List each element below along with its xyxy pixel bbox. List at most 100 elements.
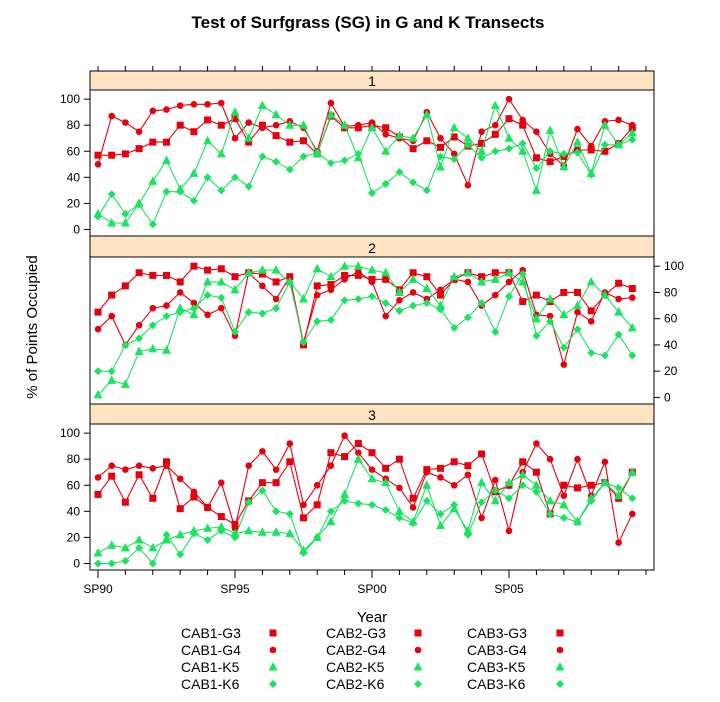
- data-point: [108, 291, 116, 299]
- data-point: [368, 449, 376, 457]
- data-point: [313, 282, 321, 290]
- data-point: [492, 121, 499, 129]
- data-point: [490, 495, 500, 505]
- data-point: [94, 151, 102, 159]
- data-point: [627, 128, 637, 137]
- x-axis-label: Year: [357, 609, 387, 626]
- data-point: [218, 99, 225, 107]
- data-point: [107, 217, 117, 227]
- data-point: [217, 526, 226, 535]
- data-point: [231, 134, 239, 142]
- data-point: [450, 481, 458, 489]
- data-point: [408, 133, 418, 142]
- data-point: [381, 267, 391, 277]
- data-point: [628, 135, 637, 144]
- data-point: [300, 137, 307, 145]
- data-point: [409, 145, 417, 153]
- y-tick-label: 60: [67, 144, 81, 158]
- data-point: [163, 138, 170, 146]
- panel-strip-label: 2: [368, 240, 376, 256]
- data-point: [108, 151, 116, 159]
- data-point: [257, 100, 267, 110]
- data-point: [230, 284, 240, 294]
- data-point: [189, 529, 198, 538]
- data-point: [504, 133, 514, 142]
- data-point: [395, 168, 404, 177]
- data-point: [286, 138, 294, 146]
- data-point: [149, 465, 157, 472]
- data-point: [272, 132, 280, 140]
- y-axis-label: % of Points Occupied: [24, 255, 41, 398]
- data-point: [245, 462, 252, 470]
- data-point: [396, 484, 403, 492]
- data-point: [381, 179, 390, 188]
- data-point: [381, 477, 391, 487]
- data-point: [162, 187, 171, 196]
- data-point: [149, 107, 157, 115]
- data-point: [463, 267, 473, 277]
- data-point: [450, 500, 459, 509]
- data-point: [257, 527, 267, 536]
- data-point: [478, 128, 485, 136]
- data-point: [230, 528, 240, 537]
- data-point: [107, 375, 117, 384]
- data-point: [628, 351, 637, 360]
- data-point: [519, 458, 527, 466]
- data-point: [573, 137, 582, 146]
- data-point: [326, 316, 335, 324]
- data-point: [134, 346, 144, 355]
- data-point: [437, 474, 444, 481]
- data-point: [203, 523, 213, 532]
- data-point: [422, 480, 432, 489]
- data-point: [491, 327, 500, 336]
- data-point: [285, 165, 294, 174]
- data-point: [231, 115, 239, 123]
- data-point: [176, 475, 184, 483]
- data-point: [340, 496, 349, 505]
- data-point: [340, 156, 349, 165]
- data-point: [135, 543, 144, 552]
- data-point: [149, 494, 157, 502]
- legend-label: CAB3-G3: [467, 625, 527, 641]
- data-point: [189, 168, 199, 177]
- data-point: [436, 305, 445, 314]
- data-point: [478, 450, 486, 458]
- data-point: [587, 496, 596, 505]
- legend-entry: CAB2-K5: [326, 659, 423, 675]
- data-point: [615, 539, 622, 546]
- data-point: [231, 520, 239, 528]
- data-point: [546, 455, 554, 463]
- data-point: [615, 279, 623, 287]
- data-point: [189, 304, 198, 313]
- legend-label: CAB2-G4: [326, 642, 386, 658]
- data-point: [382, 131, 390, 138]
- data-point: [162, 312, 171, 321]
- data-point: [559, 161, 569, 171]
- y-tick-label: 60: [67, 478, 81, 492]
- data-point: [257, 265, 267, 274]
- data-point: [422, 298, 431, 307]
- data-point: [135, 471, 143, 479]
- data-point: [94, 367, 102, 376]
- data-point: [163, 302, 170, 309]
- data-point: [614, 483, 623, 492]
- data-point: [382, 275, 390, 283]
- data-point: [614, 140, 623, 149]
- data-point: [504, 477, 514, 487]
- legend-marker: [269, 646, 277, 654]
- data-point: [353, 454, 363, 463]
- data-point: [490, 100, 500, 110]
- data-point: [505, 278, 513, 286]
- data-point: [300, 501, 307, 509]
- data-point: [409, 178, 418, 187]
- data-point: [258, 479, 266, 487]
- panel-frame: [89, 89, 655, 237]
- data-point: [532, 331, 541, 340]
- data-point: [203, 291, 212, 300]
- data-point: [422, 109, 432, 119]
- data-point: [504, 267, 514, 277]
- data-point: [162, 535, 171, 544]
- y-tick-label: 100: [60, 426, 80, 440]
- data-point: [491, 147, 500, 156]
- data-point: [464, 471, 472, 479]
